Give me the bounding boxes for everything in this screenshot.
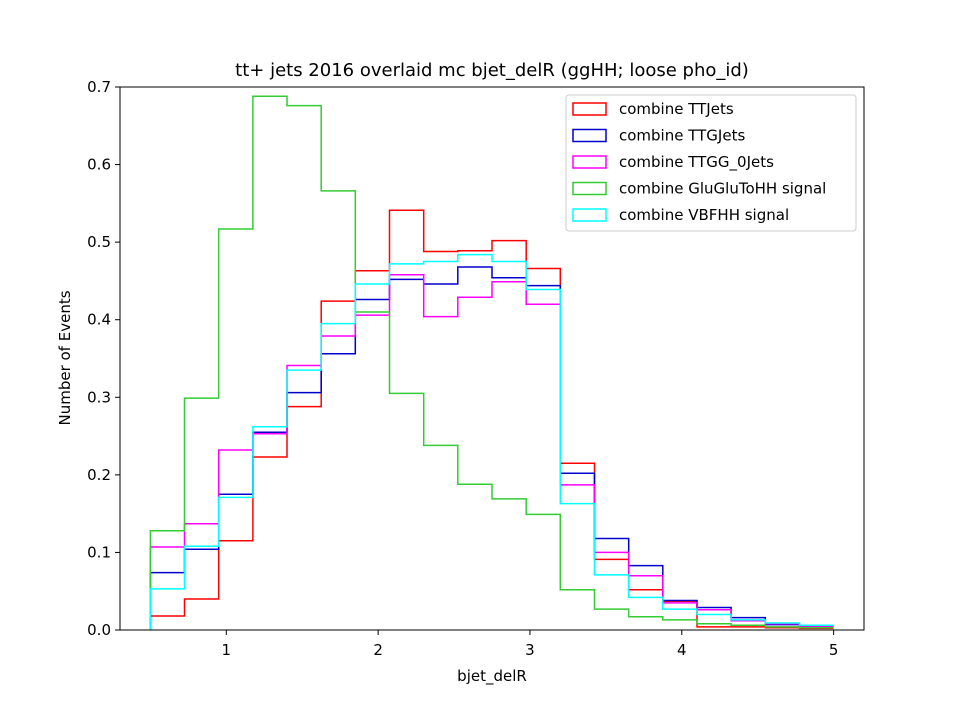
- legend-swatch: [572, 102, 607, 116]
- x-tick-label: 3: [525, 641, 535, 659]
- legend-label: combine VBFHH signal: [619, 206, 789, 224]
- y-axis: 0.0 0.1 0.2 0.3 0.4 0.5 0.6 0.7: [87, 78, 120, 639]
- series-line: [149, 95, 834, 630]
- legend-entry: combine TTGJets: [572, 127, 745, 145]
- series-line: [149, 253, 834, 630]
- x-tick-label: 2: [373, 641, 383, 659]
- legend-swatch: [572, 181, 607, 196]
- legend-swatch: [572, 208, 607, 222]
- x-axis-label: bjet_delR: [457, 667, 527, 686]
- series-layer: [149, 95, 834, 630]
- y-tick-label: 0.3: [87, 388, 111, 406]
- y-tick-label: 0.2: [87, 466, 111, 484]
- legend-entry: combine VBFHH signal: [572, 206, 789, 224]
- legend-entry: combine TTGG_0Jets: [572, 153, 774, 172]
- y-tick-label: 0.4: [87, 311, 111, 329]
- y-tick-label: 0.1: [87, 543, 111, 561]
- legend-swatch: [572, 128, 607, 143]
- series-4: [149, 95, 834, 630]
- chart-title: tt+ jets 2016 overlaid mc bjet_delR (ggH…: [235, 60, 749, 81]
- legend-label: combine TTGJets: [619, 127, 745, 145]
- x-tick-label: 4: [677, 641, 687, 659]
- series-5: [149, 253, 834, 630]
- x-axis: 1 2 3 4 5: [222, 630, 839, 659]
- legend-box: [565, 94, 857, 232]
- x-tick-label: 5: [829, 641, 839, 659]
- y-tick-label: 0.7: [87, 78, 111, 96]
- legend-entry: combine TTJets: [572, 100, 734, 118]
- y-tick-label: 0.6: [87, 156, 111, 174]
- legend-entry: combine GluGluToHH signal: [572, 180, 826, 198]
- legend: combine TTJets combine TTGJets combine TTG…: [565, 94, 857, 232]
- y-tick-label: 0.5: [87, 233, 111, 251]
- legend-label: combine GluGluToHH signal: [619, 180, 826, 198]
- y-axis-label: Number of Events: [56, 290, 74, 425]
- x-tick-label: 1: [222, 641, 232, 659]
- legend-label: combine TTJets: [619, 100, 734, 118]
- legend-swatch: [572, 155, 607, 169]
- legend-label: combine TTGG_0Jets: [619, 153, 774, 172]
- plot-frame: [119, 86, 865, 631]
- y-tick-label: 0.0: [87, 621, 111, 639]
